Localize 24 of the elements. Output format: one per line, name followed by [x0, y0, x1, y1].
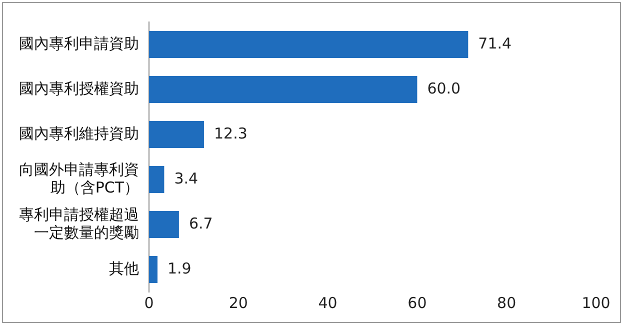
y-tick-label: 專利申請授權超過一定數量的獎勵 [19, 205, 139, 242]
y-tick-label: 國內專利維持資助 [19, 124, 139, 142]
bar [149, 121, 204, 148]
bar [149, 76, 418, 103]
bar [149, 256, 158, 283]
x-tick-label: 80 [497, 294, 516, 312]
bar [149, 166, 164, 193]
data-label: 12.3 [214, 124, 248, 142]
data-label: 3.4 [174, 169, 198, 188]
data-label: 6.7 [188, 214, 213, 232]
y-tick-label: 向國外申請專利資助（含PCT） [19, 160, 139, 196]
data-label: 60.0 [427, 79, 461, 98]
y-tick-label: 其他 [109, 259, 139, 278]
y-tick-label: 國內專利申請資助 [19, 34, 139, 52]
bar [149, 211, 179, 238]
x-tick-label: 60 [408, 294, 427, 312]
x-tick-label: 40 [318, 294, 338, 312]
x-tick-label: 20 [228, 294, 248, 312]
x-tick-label: 0 [144, 294, 154, 312]
data-label: 1.9 [167, 259, 192, 278]
data-label: 71.4 [478, 34, 512, 52]
bar [149, 31, 468, 58]
y-tick-label: 國內專利授權資助 [19, 79, 139, 98]
x-tick-label: 100 [582, 294, 610, 312]
